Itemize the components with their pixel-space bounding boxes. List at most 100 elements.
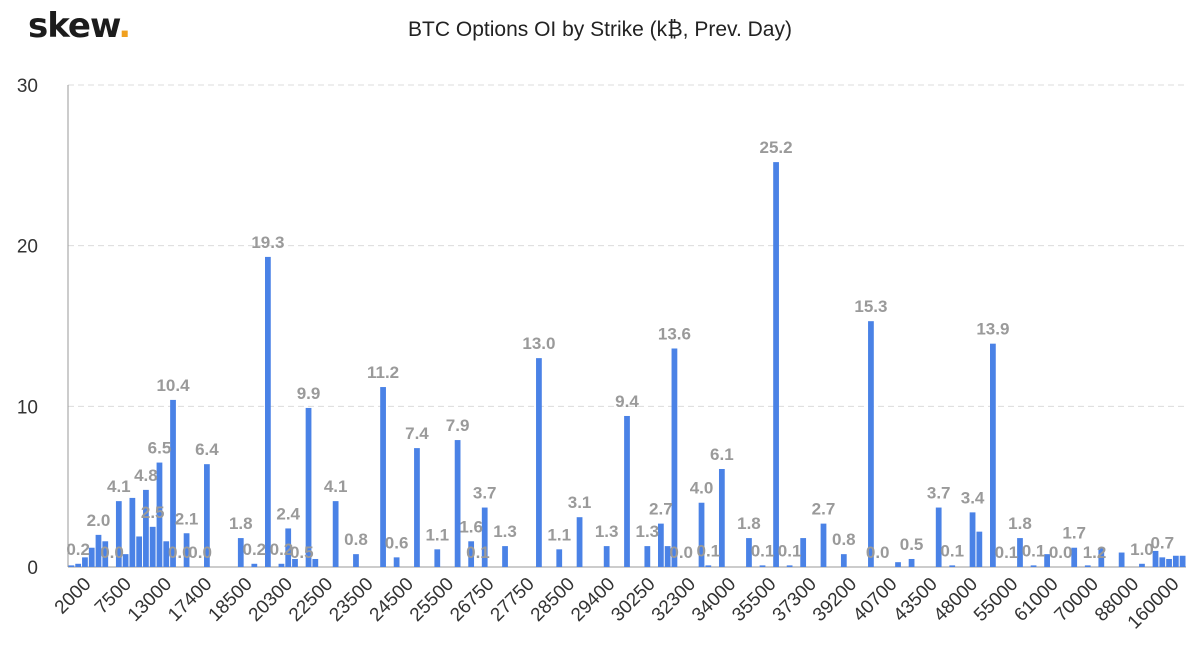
x-tick-label: 30250 [607,574,659,626]
x-tick-label: 29400 [567,574,619,626]
bar [88,547,95,567]
bar [481,507,488,567]
bar [759,565,766,567]
bar [1152,550,1159,567]
data-label: 0.0 [100,543,124,562]
bar [800,538,807,567]
data-label: 19.3 [251,233,284,252]
data-label: 9.4 [615,392,639,411]
data-label: 1.2 [1083,543,1107,562]
data-label: 0.1 [1022,541,1046,560]
bar [1166,558,1172,567]
data-label: 3.7 [473,484,497,503]
bar [949,565,956,567]
bar [1017,538,1023,567]
bar [468,541,475,567]
data-label: 10.4 [156,376,190,395]
bar [671,348,678,567]
bar [115,501,122,567]
x-tick-label: 20300 [245,574,297,626]
bar [204,464,210,567]
chart-title: BTC Options OI by Strike (k₿, Prev. Day) [408,18,792,41]
x-tick-label: 43500 [890,574,942,626]
data-label: 2.7 [649,500,673,519]
bar [718,468,725,567]
bar [170,399,176,567]
bar [1172,555,1179,567]
x-tick-label: 28500 [527,574,579,626]
bar [908,558,915,567]
bar [380,387,386,567]
bar [102,541,109,567]
data-label: 3.4 [961,488,985,507]
x-tick-label: 24500 [366,574,418,626]
bar [935,507,942,567]
bar [129,497,136,567]
bar [292,558,298,567]
bar [312,558,319,567]
bar [786,565,793,567]
data-label: 11.2 [367,363,399,382]
data-label: 1.1 [547,525,571,544]
data-label: 0.0 [168,543,192,562]
data-label: 13.0 [522,334,555,353]
bar [1139,563,1145,567]
data-label: 7.9 [446,416,470,435]
data-label: 0.0 [1049,543,1073,562]
bar [143,489,149,567]
x-tick-label: 32300 [648,574,700,626]
bar [434,549,441,567]
data-label: 0.1 [778,541,802,560]
data-label: 0.2 [270,540,294,559]
bar [353,554,359,567]
data-label: 0.5 [290,543,314,562]
bar [868,321,874,567]
data-label: 6.4 [195,440,219,459]
bar [1159,557,1166,567]
data-label: 0.1 [466,543,490,562]
bar [82,557,88,567]
bar [990,343,996,567]
bar [122,554,129,567]
bar [1044,554,1050,567]
data-label: 15.3 [854,297,887,316]
data-label: 2.7 [812,500,836,519]
bar [576,517,583,567]
data-label: 4.0 [690,479,714,498]
x-tick-label: 26750 [446,574,498,626]
x-tick-label: 23500 [325,574,377,626]
bar [149,526,156,567]
data-label: 1.8 [1008,514,1032,533]
bar [68,565,75,567]
x-tick-label: 34000 [688,574,740,626]
bar [1179,555,1186,567]
bar [414,448,420,567]
x-tick-label: 17400 [164,574,216,626]
x-tick-label: 25500 [406,574,458,626]
data-label: 4.1 [324,477,348,496]
bar [1071,547,1078,567]
bar [75,563,82,567]
data-label: 3.7 [927,484,951,503]
y-tick-label: 30 [17,76,38,97]
bar [183,533,190,567]
bar [278,563,285,567]
data-label: 9.9 [297,384,321,403]
data-label: 0.8 [832,530,856,549]
bar [163,541,170,567]
x-tick-label: 13000 [124,574,176,626]
x-tick-label: 48000 [930,574,982,626]
bar [265,256,271,567]
bar [705,565,712,567]
data-label: 1.8 [737,514,761,533]
data-label: 13.6 [658,324,691,343]
bar [305,407,312,567]
data-label: 2.1 [175,509,199,528]
data-label: 2.5 [141,503,165,522]
data-label: 1.7 [1062,524,1086,543]
bar [664,546,671,567]
data-label: 0.2 [243,540,267,559]
data-label: 0.8 [344,530,368,549]
data-label: 4.1 [107,477,131,496]
